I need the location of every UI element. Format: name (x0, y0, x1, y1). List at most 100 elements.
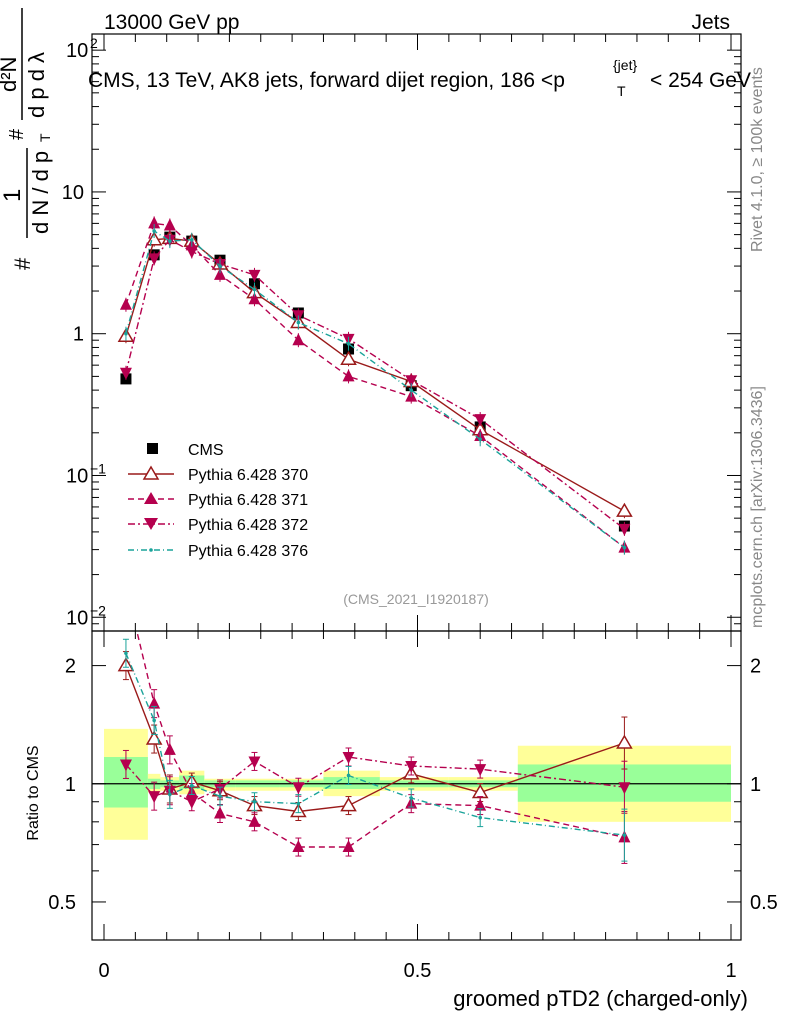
lower-point-p372 (292, 782, 305, 795)
upper-point-p372 (185, 246, 198, 259)
upper-point-p372 (474, 414, 487, 427)
y-axis-title-hash: # (10, 257, 35, 270)
upper-line-p372 (125, 238, 625, 530)
legend-marker-cms (147, 443, 158, 454)
x-tick-label-0: 0 (98, 960, 109, 982)
legend-label-cms: CMS (188, 442, 224, 459)
lower-point-p372 (185, 796, 198, 809)
lower-point-p370 (616, 734, 633, 749)
lower-point-p372 (405, 760, 418, 773)
upper-point-p372 (405, 375, 418, 388)
lower-point-p371 (474, 798, 487, 811)
upper-point-p376 (346, 341, 351, 346)
upper-y-tick-label-3: 10 (62, 182, 84, 204)
legend-label-372: Pythia 6.428 372 (188, 517, 308, 534)
lower-y-tick-label-0: 0.5 (48, 892, 76, 914)
upper-point-p372 (148, 253, 161, 266)
legend-marker-370 (142, 465, 160, 480)
lower-y-tick-label-1: 1 (65, 774, 76, 796)
lower-point-p376 (409, 796, 414, 800)
x-tick-label-1: 0.5 (404, 960, 432, 982)
collision-label: 13000 GeV pp (104, 11, 239, 34)
upper-line-p376 (125, 229, 625, 549)
plot-title-end: < 254 GeV (650, 69, 751, 92)
y-axis-title-dptdl: d p d λ (24, 52, 49, 118)
legend-marker-372 (144, 518, 158, 530)
upper-point-p370 (340, 350, 357, 366)
lower-point-p370 (145, 730, 163, 745)
lower-point-p376 (622, 833, 627, 837)
lower-point-p376 (252, 799, 257, 804)
upper-point-p376 (152, 229, 156, 233)
lower-y-tick-label-right-1: 1 (750, 774, 761, 796)
lower-y-tick-label-2: 2 (65, 656, 76, 678)
x-tick-label-2: 1 (725, 960, 736, 982)
lower-point-p372 (474, 764, 487, 777)
upper-y-tick-exponent-0: −2 (90, 602, 106, 618)
upper-point-p372 (618, 523, 631, 536)
lower-point-p372 (148, 791, 161, 804)
lower-point-p376 (218, 794, 222, 798)
lower-line-p371 (136, 631, 625, 848)
ratio-band-inner-7 (323, 777, 380, 789)
lower-point-p376 (168, 792, 172, 797)
upper-point-p376 (478, 437, 483, 442)
lower-point-p371 (342, 840, 355, 853)
upper-point-p376 (124, 331, 128, 336)
y-axis-title-t: T (37, 133, 53, 142)
upper-point-p371 (119, 297, 132, 310)
upper-point-p376 (252, 287, 257, 292)
lower-point-p371 (248, 814, 261, 827)
ratio-axis-title: Ratio to CMS (25, 745, 42, 840)
legend-label-371: Pythia 6.428 371 (188, 492, 308, 509)
plot-title-subscript: T (617, 83, 626, 99)
legend-label-370: Pythia 6.428 370 (188, 467, 308, 484)
lower-point-p372 (342, 752, 355, 765)
legend-label-376: Pythia 6.428 376 (188, 543, 308, 560)
data-series (117, 216, 633, 864)
upper-point-p371 (148, 216, 161, 229)
plot-title-main: CMS, 13 TeV, AK8 jets, forward dijet reg… (88, 69, 565, 92)
mcplots-source-label: mcplots.cern.ch [arXiv:1306.3436] (749, 386, 766, 628)
upper-point-p371 (213, 267, 226, 280)
legend-marker-371 (144, 492, 158, 504)
rivet-version-label: Rivet 4.1.0, ≥ 100k events (749, 67, 766, 252)
upper-y-tick-label-4: 10 (66, 40, 88, 62)
plot-title: CMS, 13 TeV, AK8 jets, forward dijet reg… (88, 57, 751, 99)
legend: CMS Pythia 6.428 370 Pythia 6.428 371 Py… (128, 442, 308, 560)
lower-point-p371 (163, 742, 176, 755)
lower-plot-frame (91, 630, 742, 941)
upper-y-tick-exponent-4: 2 (90, 35, 98, 51)
upper-point-p376 (168, 239, 172, 243)
upper-point-p376 (296, 320, 301, 325)
upper-point-p371 (248, 292, 261, 305)
y-axis-title-one: 1 (0, 189, 26, 202)
upper-point-p371 (292, 333, 305, 346)
lower-point-p370 (340, 797, 357, 812)
lower-point-p376 (296, 801, 301, 806)
lower-y-tick-label-right-0: 0.5 (750, 892, 778, 914)
upper-y-tick-label-1: 10 (66, 465, 88, 487)
lower-y-tick-label-right-2: 2 (750, 656, 761, 678)
lower-point-p376 (152, 718, 156, 723)
reference-label: (CMS_2021_I1920187) (343, 591, 489, 607)
upper-point-p372 (248, 269, 261, 282)
lower-point-p371 (148, 696, 161, 709)
lower-point-p371 (292, 840, 305, 853)
lower-point-p376 (189, 783, 194, 788)
plot-title-superscript: {jet} (613, 57, 637, 73)
upper-point-p376 (409, 388, 414, 392)
upper-y-tick-exponent-1: −1 (90, 460, 106, 476)
analysis-label: Jets (691, 11, 730, 34)
upper-point-p370 (616, 502, 633, 517)
lower-point-p376 (124, 651, 128, 656)
lower-point-p371 (213, 806, 226, 819)
lower-point-p376 (478, 815, 483, 820)
lower-point-p372 (119, 759, 132, 772)
upper-y-tick-label-2: 1 (73, 324, 84, 346)
lower-series-group (117, 631, 633, 864)
legend-marker-376 (149, 548, 153, 552)
y-axis-title-d2n: d²N (0, 57, 21, 92)
